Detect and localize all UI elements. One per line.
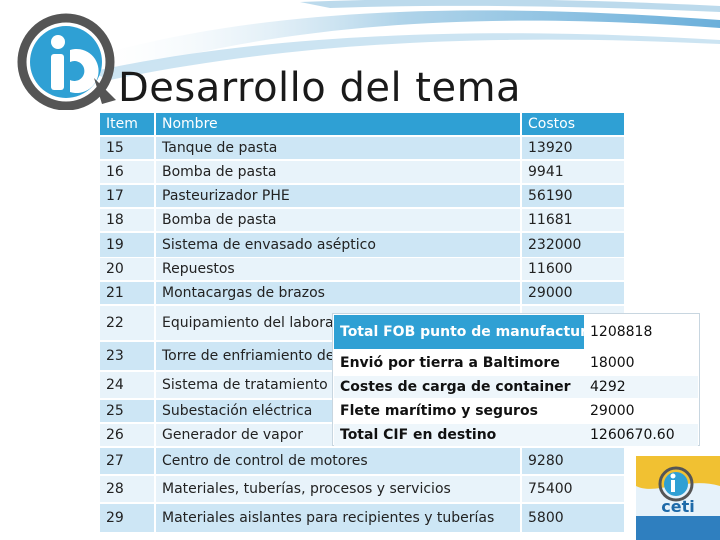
summary-row: Flete marítimo y seguros 29000 — [334, 400, 698, 422]
name-cell: Tanque de pasta — [156, 137, 520, 159]
table-row: 21 Montacargas de brazos 29000 — [100, 282, 624, 304]
name-cell: Nombre — [156, 113, 520, 135]
summary-value: 1208818 — [584, 315, 698, 349]
name-cell: Bomba de pasta — [156, 209, 520, 231]
summary-value: 29000 — [584, 400, 698, 422]
cost-cell: 13920 — [522, 137, 624, 159]
name-cell: Centro de control de motores — [156, 448, 520, 474]
summary-value: 18000 — [584, 352, 698, 374]
summary-label: Total FOB punto de manufactura — [334, 315, 596, 349]
ceti-logo-icon — [17, 13, 116, 110]
table-row: 16 Bomba de pasta 9941 — [100, 161, 624, 183]
summary-row: Total CIF en destino 1260670.60 — [334, 424, 698, 446]
item-cell: 25 — [100, 400, 154, 422]
cost-cell: 29000 — [522, 282, 624, 304]
item-cell: 15 — [100, 137, 154, 159]
item-cell: 17 — [100, 185, 154, 207]
item-cell: 24 — [100, 372, 154, 398]
table-row: 20 Repuestos 11600 — [100, 258, 624, 280]
name-cell: Repuestos — [156, 258, 520, 280]
item-cell: 29 — [100, 504, 154, 532]
cost-cell: 9941 — [522, 161, 624, 183]
name-cell: Materiales, tuberías, procesos y servici… — [156, 476, 520, 502]
name-cell: Sistema de envasado aséptico — [156, 233, 520, 257]
header-swoosh-decoration — [80, 0, 720, 80]
cost-cell: 5800 — [522, 504, 624, 532]
summary-value: 4292 — [584, 376, 698, 398]
name-cell: Materiales aislantes para recipientes y … — [156, 504, 520, 532]
cost-cell: 56190 — [522, 185, 624, 207]
table-row: 15 Tanque de pasta 13920 — [100, 137, 624, 159]
summary-row: Costes de carga de container 4292 — [334, 376, 698, 398]
cost-cell: 232000 — [522, 233, 624, 257]
summary-row: Total FOB punto de manufactura 1208818 — [334, 315, 698, 349]
summary-label: Total CIF en destino — [334, 424, 584, 446]
table-row: 17 Pasteurizador PHE 56190 — [100, 185, 624, 207]
cost-cell: 9280 — [522, 448, 624, 474]
item-cell: 19 — [100, 233, 154, 257]
table-row: 27 Centro de control de motores 9280 — [100, 448, 624, 474]
item-cell: 20 — [100, 258, 154, 280]
summary-row: Envió por tierra a Baltimore 18000 — [334, 352, 698, 374]
name-cell: Bomba de pasta — [156, 161, 520, 183]
table-header-row: Item Nombre Costos — [100, 113, 624, 135]
summary-label: Envió por tierra a Baltimore — [334, 352, 584, 374]
ceti-badge-logo: ceti — [636, 456, 720, 540]
summary-label: Costes de carga de container — [334, 376, 584, 398]
name-cell: Montacargas de brazos — [156, 282, 520, 304]
item-cell: 23 — [100, 342, 154, 370]
table-row: 29 Materiales aislantes para recipientes … — [100, 504, 624, 532]
item-cell: 27 — [100, 448, 154, 474]
slide-title: Desarrollo del tema — [118, 65, 522, 111]
item-cell: 22 — [100, 306, 154, 340]
item-cell: 28 — [100, 476, 154, 502]
ceti-logo-text: ceti — [661, 497, 694, 516]
cost-cell: 75400 — [522, 476, 624, 502]
item-cell: 16 — [100, 161, 154, 183]
item-cell: Item — [100, 113, 154, 135]
summary-value: 1260670.60 — [584, 424, 698, 446]
table-row: 28 Materiales, tuberías, procesos y servi… — [100, 476, 624, 502]
cost-cell: 11600 — [522, 258, 624, 280]
item-cell: 21 — [100, 282, 154, 304]
item-cell: 18 — [100, 209, 154, 231]
item-cell: 26 — [100, 424, 154, 446]
cost-cell: Costos — [522, 113, 624, 135]
summary-label: Flete marítimo y seguros — [334, 400, 584, 422]
table-row: 19 Sistema de envasado aséptico 232000 — [100, 233, 624, 257]
table-row: 18 Bomba de pasta 11681 — [100, 209, 624, 231]
name-cell: Pasteurizador PHE — [156, 185, 520, 207]
cost-cell: 11681 — [522, 209, 624, 231]
